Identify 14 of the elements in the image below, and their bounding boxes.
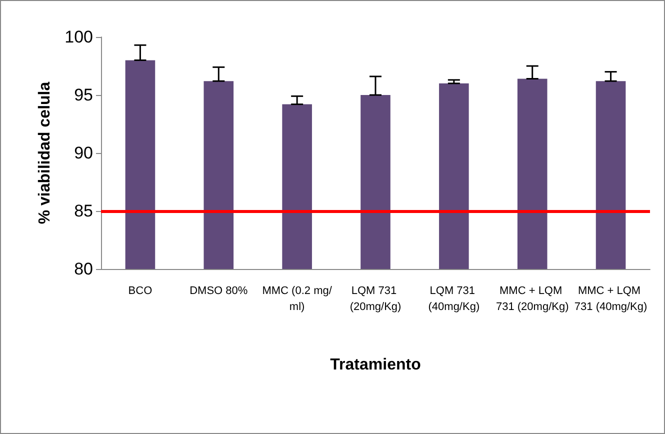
y-axis-title: % viabilidad celula <box>36 82 54 224</box>
x-tick-label: DMSO 80% <box>190 285 248 297</box>
x-tick-label: MMC + LQM 731 (20mg/Kg) <box>496 285 569 313</box>
x-tick-label: LQM 731 (40mg/Kg) <box>428 285 480 313</box>
x-axis-title: Tratamiento <box>330 356 422 374</box>
x-tick-label: BCO <box>128 285 153 297</box>
y-tick-label: 80 <box>74 260 93 278</box>
x-tick-label: MMC + LQM 731 (40mg/Kg) <box>574 285 648 313</box>
x-tick-label: MMC (0.2 mg/ml) <box>262 285 333 313</box>
y-tick-label: 95 <box>74 86 93 104</box>
y-tick-label: 100 <box>64 28 93 46</box>
y-tick-label: 85 <box>74 202 93 220</box>
x-tick-label: LQM 731 (20mg/Kg) <box>350 285 402 313</box>
y-tick-label: 90 <box>74 144 93 162</box>
